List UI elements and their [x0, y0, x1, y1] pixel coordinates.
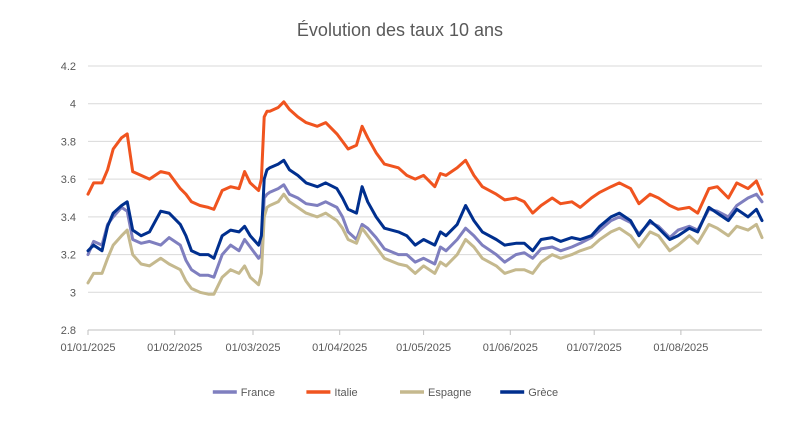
series-line-italie	[86, 100, 764, 215]
y-tick-label: 3.2	[61, 250, 76, 262]
x-tick-label: 01/06/2025	[483, 342, 538, 354]
y-tick-label: 3.4	[61, 212, 76, 224]
x-tick-label: 01/01/2025	[60, 342, 115, 354]
x-tick-label: 01/03/2025	[225, 342, 280, 354]
legend: France Italie Espagne Grèce	[212, 387, 558, 399]
y-axis: 2.8 3 3.2 3.4 3.6 3.8 4 4.2	[61, 61, 76, 337]
legend-label: Espagne	[428, 387, 471, 399]
legend-label: Italie	[334, 387, 357, 399]
x-tick-label: 01/04/2025	[312, 342, 367, 354]
y-tick-label: 3.6	[61, 174, 76, 186]
legend-label: France	[241, 387, 275, 399]
legend-label: Grèce	[528, 387, 558, 399]
y-tick-label: 3	[70, 287, 76, 299]
series-line-espagne	[86, 192, 764, 296]
series-line-grèce	[86, 158, 764, 260]
x-tick-label: 01/08/2025	[653, 342, 708, 354]
series-lines	[86, 100, 764, 296]
x-tick-label: 01/07/2025	[567, 342, 622, 354]
x-tick-label: 01/02/2025	[147, 342, 202, 354]
y-tick-label: 2.8	[61, 325, 76, 337]
y-tick-label: 4.2	[61, 61, 76, 73]
x-tick-label: 01/05/2025	[396, 342, 451, 354]
x-axis: 01/01/2025 01/02/2025 01/03/2025 01/04/2025…	[60, 329, 762, 354]
y-tick-label: 3.8	[61, 136, 76, 148]
chart-title: Évolution des taux 10 ans	[297, 20, 503, 40]
y-tick-label: 4	[70, 99, 76, 111]
